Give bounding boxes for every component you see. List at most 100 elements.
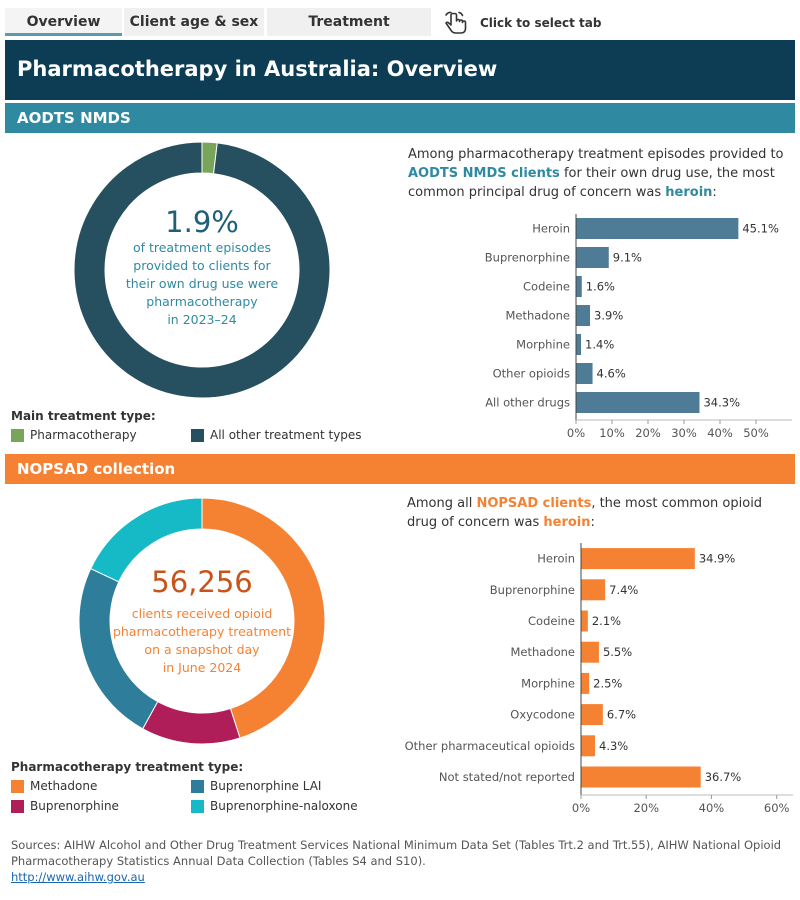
x-tick-label: 20% xyxy=(635,426,661,440)
bar-value-label: 9.1% xyxy=(613,251,642,265)
source-link[interactable]: http://www.aihw.gov.au xyxy=(11,870,145,884)
bar-category-label: Methadone xyxy=(505,309,570,323)
bar-all-other-drugs[interactable] xyxy=(576,392,700,413)
nopsad-stat-line: in June 2024 xyxy=(162,660,242,675)
tab-treatment[interactable]: Treatment xyxy=(267,8,431,36)
aodts-bar-chart: Heroin 45.1% Buprenorphine 9.1% Codeine 1.6% M… xyxy=(485,214,792,440)
nopsad-bar-chart: Heroin 34.9% Buprenorphine 7.4% Codeine 2.1% M… xyxy=(405,543,793,815)
intro-text: Among all xyxy=(407,496,473,511)
intro-text: , the most common opioid drug of concern… xyxy=(407,496,763,530)
legend-item-methadone: Methadone xyxy=(11,778,97,794)
legend-label: Buprenorphine LAI xyxy=(210,779,322,793)
bar-value-label: 34.3% xyxy=(703,396,740,410)
bar-category-label: Buprenorphine xyxy=(490,583,575,597)
legend-label: Buprenorphine-naloxone xyxy=(210,799,358,813)
bar-value-label: 6.7% xyxy=(607,708,636,722)
x-tick-label: 0% xyxy=(572,801,590,815)
bar-oxycodone[interactable] xyxy=(581,704,603,726)
legend-swatch xyxy=(11,799,24,813)
x-tick-label: 40% xyxy=(699,801,725,815)
x-tick-label: 60% xyxy=(764,801,790,815)
bar-value-label: 7.4% xyxy=(609,583,638,597)
nopsad-donut-chart xyxy=(78,497,326,745)
legend-label: Pharmacotherapy xyxy=(30,428,137,442)
nopsad-legend-title: Pharmacotherapy treatment type: xyxy=(11,760,244,774)
nopsad-section-header: NOPSAD collection xyxy=(5,454,795,484)
tab-client-age-sex[interactable]: Client age & sex xyxy=(124,8,264,36)
aodts-section-header: AODTS NMDS xyxy=(5,103,795,133)
bar-value-label: 3.9% xyxy=(594,309,623,323)
intro-highlight: heroin xyxy=(665,185,713,200)
aodts-section-title: AODTS NMDS xyxy=(17,109,131,127)
bar-methadone[interactable] xyxy=(581,641,599,663)
legend-swatch xyxy=(11,428,24,442)
bar-value-label: 34.9% xyxy=(699,552,736,566)
bar-value-label: 1.4% xyxy=(585,338,614,352)
tab-bar: Overview Client age & sex Treatment Clic… xyxy=(5,8,795,38)
legend-item-buprenorphine-naloxone: Buprenorphine-naloxone xyxy=(191,798,358,814)
aodts-stat: 1.9% xyxy=(165,205,239,239)
donut-slice-buprenorphine[interactable] xyxy=(142,700,241,745)
page-title-bar: Pharmacotherapy in Australia: Overview xyxy=(5,40,795,100)
nopsad-stat-line: on a snapshot day xyxy=(144,642,260,657)
bar-codeine[interactable] xyxy=(576,276,582,297)
bar-other-opioids[interactable] xyxy=(576,363,593,384)
nopsad-section-title: NOPSAD collection xyxy=(17,460,176,478)
bar-category-label: Heroin xyxy=(532,222,570,236)
bar-value-label: 1.6% xyxy=(586,280,615,294)
bar-category-label: Methadone xyxy=(510,645,575,659)
bar-category-label: Not stated/not reported xyxy=(439,770,575,784)
x-tick-label: 10% xyxy=(599,426,625,440)
page-title: Pharmacotherapy in Australia: Overview xyxy=(17,57,498,81)
bar-other-pharmaceutical-opioids[interactable] xyxy=(581,735,596,757)
sources-text: Sources: AIHW Alcohol and Other Drug Tre… xyxy=(11,838,782,868)
x-tick-label: 0% xyxy=(567,426,585,440)
x-tick-label: 20% xyxy=(633,801,659,815)
aodts-stat-line: in 2023–24 xyxy=(167,312,237,327)
tab-hint: Click to select tab xyxy=(442,10,601,36)
bar-buprenorphine[interactable] xyxy=(576,247,609,268)
legend-item-buprenorphine-lai: Buprenorphine LAI xyxy=(191,778,321,794)
bar-category-label: Morphine xyxy=(521,676,575,690)
intro-text: : xyxy=(590,515,595,530)
bar-buprenorphine[interactable] xyxy=(581,579,606,601)
nopsad-intro-text: Among all NOPSAD clients, the most commo… xyxy=(407,494,795,532)
aodts-stat-line: of treatment episodes xyxy=(132,240,272,255)
donut-slice-all-other-treatment-types[interactable] xyxy=(73,141,331,399)
bar-not-stated-not-reported[interactable] xyxy=(581,766,701,788)
bar-value-label: 4.6% xyxy=(597,367,626,381)
tab-overview[interactable]: Overview xyxy=(5,8,122,36)
aodts-stat-line: provided to clients for xyxy=(133,258,271,273)
nopsad-donut-label: 56,256 clients received opioid pharmacot… xyxy=(112,565,292,677)
legend-item-buprenorphine: Buprenorphine xyxy=(11,798,119,814)
bar-codeine[interactable] xyxy=(581,610,588,632)
aodts-stat-line: their own drug use were xyxy=(125,276,279,291)
bar-morphine[interactable] xyxy=(576,334,582,355)
tab-hint-text: Click to select tab xyxy=(480,16,602,30)
intro-text: : xyxy=(712,185,717,200)
bar-category-label: Codeine xyxy=(528,614,575,628)
intro-highlight: heroin xyxy=(543,515,591,530)
legend-item-pharmacotherapy: Pharmacotherapy xyxy=(11,427,137,443)
intro-highlight: AODTS NMDS clients xyxy=(408,166,560,181)
x-tick-label: 30% xyxy=(671,426,697,440)
bar-category-label: Other pharmaceutical opioids xyxy=(405,739,575,753)
bar-heroin[interactable] xyxy=(576,218,739,239)
bar-morphine[interactable] xyxy=(581,672,590,694)
donut-slice-buprenorphine-naloxone[interactable] xyxy=(90,497,203,583)
bar-heroin[interactable] xyxy=(581,548,695,570)
sources-note: Sources: AIHW Alcohol and Other Drug Tre… xyxy=(11,837,791,885)
legend-swatch xyxy=(191,799,204,813)
intro-text: for their own drug use, the most common … xyxy=(408,166,775,200)
bar-value-label: 36.7% xyxy=(705,770,742,784)
donut-slice-methadone[interactable] xyxy=(201,497,326,739)
aodts-intro-text: Among pharmacotherapy treatment episodes… xyxy=(408,145,793,202)
legend-swatch xyxy=(11,779,24,793)
legend-swatch xyxy=(191,779,204,793)
bar-methadone[interactable] xyxy=(576,305,591,326)
bar-value-label: 4.3% xyxy=(599,739,628,753)
bar-value-label: 5.5% xyxy=(603,645,632,659)
bar-category-label: All other drugs xyxy=(485,396,570,410)
x-tick-label: 40% xyxy=(707,426,733,440)
intro-text: Among pharmacotherapy treatment episodes… xyxy=(408,147,784,162)
